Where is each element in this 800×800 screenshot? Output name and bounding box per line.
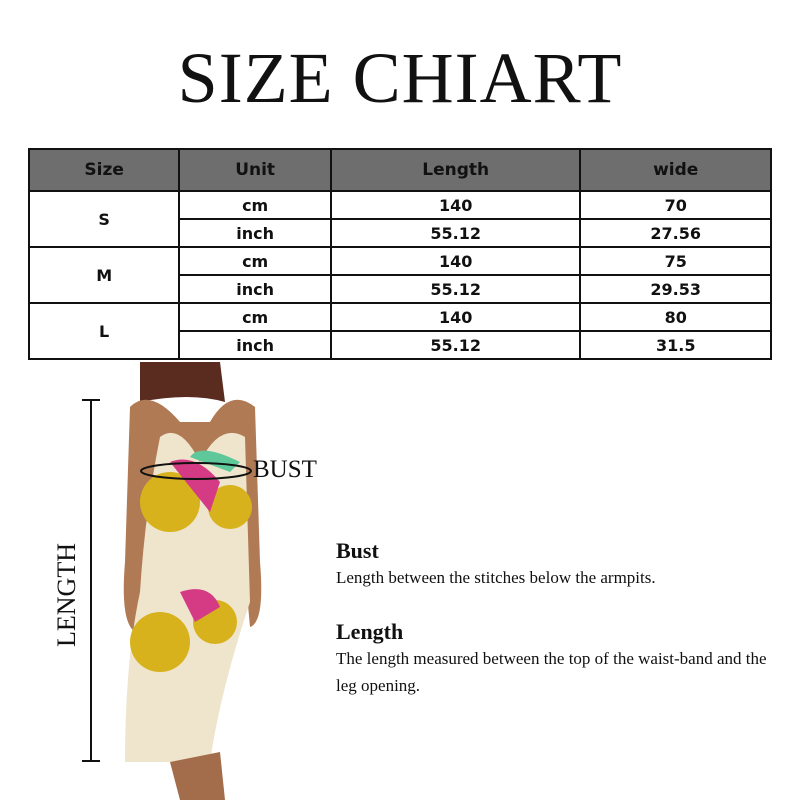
wide-cell: 80 [579, 302, 772, 332]
table-row: inch 55.12 29.53 [29, 274, 772, 304]
wide-cell: 70 [579, 190, 772, 220]
length-cell: 55.12 [329, 218, 582, 248]
header-size: Size [27, 148, 181, 192]
bust-term: Bust [336, 538, 379, 563]
size-table: Size Unit Length wide S cm 140 70 inch 5… [27, 148, 772, 360]
model-photo [123, 362, 262, 800]
length-label: LENGTH [52, 543, 81, 647]
table-row: M cm 140 75 [27, 246, 772, 304]
unit-cell: cm [178, 246, 332, 276]
length-description: Length The length measured between the t… [336, 619, 776, 699]
length-text: The length measured between the top of t… [336, 649, 767, 695]
table-row: inch 55.12 31.5 [29, 330, 772, 360]
length-cell: 140 [329, 302, 582, 332]
unit-cell: inch [178, 274, 332, 304]
page-title: SIZE CHIART [177, 38, 623, 118]
length-line-top-cap [82, 399, 100, 401]
unit-cell: cm [178, 190, 332, 220]
size-cell: L [27, 302, 181, 360]
wide-cell: 29.53 [579, 274, 772, 304]
bust-description: Bust Length between the stitches below t… [336, 538, 776, 591]
length-measure-line [90, 400, 92, 762]
length-cell: 55.12 [329, 330, 582, 360]
bust-text: Length between the stitches below the ar… [336, 568, 656, 587]
length-cell: 140 [329, 246, 582, 276]
table-row: inch 55.12 27.56 [29, 218, 772, 248]
wide-cell: 31.5 [579, 330, 772, 360]
length-line-bottom-cap [82, 760, 100, 762]
table-row: L cm 140 80 [27, 302, 772, 360]
unit-cell: inch [178, 330, 332, 360]
size-cell: M [27, 246, 181, 304]
length-cell: 55.12 [329, 274, 582, 304]
unit-cell: inch [178, 218, 332, 248]
wide-cell: 27.56 [579, 218, 772, 248]
table-row: S cm 140 70 [27, 190, 772, 248]
header-length: Length [329, 148, 582, 192]
table-header-row: Size Unit Length wide [27, 148, 772, 192]
unit-cell: cm [178, 302, 332, 332]
bust-label: BUST [253, 456, 317, 483]
size-cell: S [27, 190, 181, 248]
wide-cell: 75 [579, 246, 772, 276]
length-term: Length [336, 619, 404, 644]
header-unit: Unit [178, 148, 332, 192]
header-wide: wide [579, 148, 772, 192]
length-cell: 140 [329, 190, 582, 220]
